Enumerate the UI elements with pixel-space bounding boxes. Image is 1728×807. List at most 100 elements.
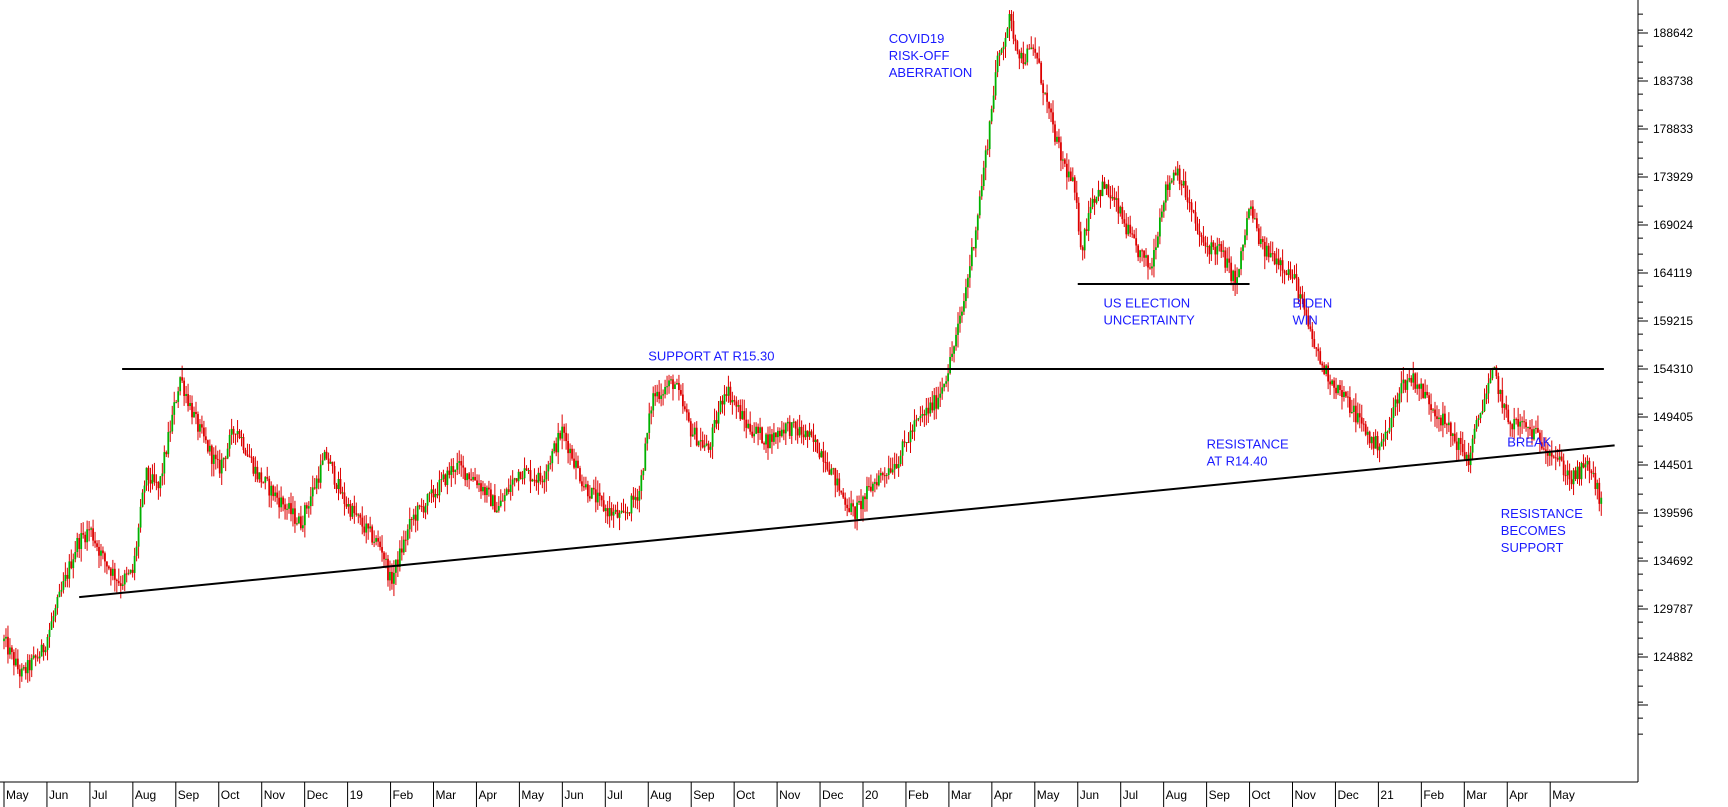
- candle-body-up: [509, 484, 512, 492]
- candle-body-up: [1572, 470, 1575, 485]
- candle-body-down: [343, 492, 346, 505]
- candle-body-down: [1523, 421, 1525, 423]
- candle-body-up: [984, 150, 987, 168]
- x-tick-label: Nov: [779, 788, 800, 802]
- candle-body-down: [729, 386, 732, 403]
- y-tick-label: 154310: [1653, 362, 1693, 376]
- candle-body-down: [1546, 451, 1549, 456]
- candle-body-up: [951, 353, 953, 357]
- candle-body-up: [887, 468, 890, 476]
- candle-body-up: [804, 430, 807, 438]
- y-tick-label: 149405: [1653, 410, 1693, 424]
- candle-body-up: [226, 448, 229, 459]
- candle-body-down: [1131, 233, 1134, 235]
- candle-body-up: [5, 636, 7, 639]
- candle-body-up: [240, 437, 243, 439]
- candle-body-down: [88, 529, 91, 531]
- x-tick-label: 21: [1380, 788, 1394, 802]
- candle-body-down: [18, 669, 21, 677]
- candle-body-up: [1489, 378, 1492, 384]
- x-tick-label: Sep: [1209, 788, 1231, 802]
- candle-body-up: [786, 421, 789, 424]
- candle-body-up: [921, 413, 924, 416]
- candle-body-down: [622, 510, 625, 512]
- candle-body-up: [46, 637, 49, 651]
- candle-body-up: [74, 551, 77, 560]
- candle-body-up: [1521, 421, 1523, 423]
- x-tick-label: Aug: [1166, 788, 1187, 802]
- candle-body-down: [214, 454, 217, 459]
- candle-body-up: [1259, 239, 1262, 244]
- candle-body-down: [1129, 224, 1132, 234]
- candle-body-up: [9, 647, 11, 655]
- candle-body-up: [963, 301, 965, 312]
- candle-body-down: [250, 456, 253, 458]
- candle-body-down: [187, 394, 189, 407]
- candle-body-up: [798, 426, 801, 436]
- candle-body-down: [628, 512, 631, 514]
- candle-body-up: [301, 525, 304, 529]
- candle-body-up: [553, 443, 556, 452]
- annotation-line: US ELECTION: [1104, 295, 1191, 310]
- candle-body-up: [994, 72, 997, 96]
- candle-body-down: [36, 657, 39, 659]
- candle-body-up: [1412, 373, 1415, 383]
- candle-body-down: [345, 504, 348, 507]
- candle-body-up: [1248, 209, 1250, 219]
- candle-body-up: [1139, 250, 1141, 258]
- candle-body-up: [527, 470, 530, 472]
- candle-body-down: [1295, 274, 1298, 279]
- candle-body-down: [864, 496, 866, 500]
- x-tick-label: Jun: [564, 788, 583, 802]
- candle-body-down: [583, 486, 585, 488]
- x-tick-label: Mar: [951, 788, 972, 802]
- annotation-line: SUPPORT AT R15.30: [648, 348, 774, 363]
- candle-body-down: [1349, 397, 1351, 413]
- candle-body-up: [323, 451, 326, 461]
- candle-body-up: [375, 538, 377, 542]
- x-tick-label: Feb: [1423, 788, 1444, 802]
- candle-body-down: [113, 568, 116, 580]
- candle-body-down: [610, 508, 613, 516]
- candle-body-up: [1548, 452, 1551, 456]
- candle-body-up: [1487, 383, 1490, 394]
- annotation-text: SUPPORT AT R15.30: [648, 348, 774, 363]
- candle-body-down: [452, 466, 455, 473]
- candle-body-up: [759, 427, 761, 434]
- candle-body-down: [1570, 479, 1573, 485]
- candle-body-up: [1119, 206, 1122, 214]
- candle-body-up: [965, 287, 967, 302]
- candle-body-up: [111, 568, 114, 576]
- candle-body-down: [881, 472, 884, 476]
- candle-body-down: [1224, 250, 1227, 268]
- candle-body-up: [430, 489, 433, 494]
- candle-body-up: [608, 508, 611, 517]
- candle-body-up: [693, 427, 696, 435]
- x-axis: May Jun Jul Aug Sep Oct Nov Dec 19 Feb Mar Apr May Ju…: [0, 781, 1638, 807]
- candle-body-up: [1513, 419, 1516, 430]
- candle-body-down: [117, 581, 120, 584]
- x-tick-label: Mar: [436, 788, 457, 802]
- annotation-line: ABERRATION: [889, 65, 973, 80]
- candle-body-down: [695, 427, 698, 446]
- candle-body-up: [909, 430, 912, 443]
- candle-body-up: [454, 469, 457, 473]
- candle-body-down: [1121, 206, 1124, 220]
- candle-body-up: [402, 539, 405, 553]
- candle-body-down: [778, 430, 781, 437]
- candle-body-down: [1426, 391, 1428, 396]
- candle-body-up: [945, 381, 948, 384]
- candle-body-down: [1347, 396, 1349, 398]
- candle-body-up: [968, 266, 971, 278]
- candle-body-up: [40, 644, 43, 657]
- candle-body-down: [555, 443, 558, 453]
- candle-body-down: [460, 461, 463, 466]
- candle-body-up: [236, 430, 239, 435]
- candle-body-down: [1281, 260, 1284, 271]
- candle-body-up: [1155, 247, 1157, 251]
- candle-body-up: [943, 383, 946, 388]
- candle-body-up: [784, 423, 787, 434]
- candle-body-down: [1283, 270, 1286, 274]
- candle-body-down: [1103, 181, 1106, 189]
- trend-line: [79, 444, 1615, 599]
